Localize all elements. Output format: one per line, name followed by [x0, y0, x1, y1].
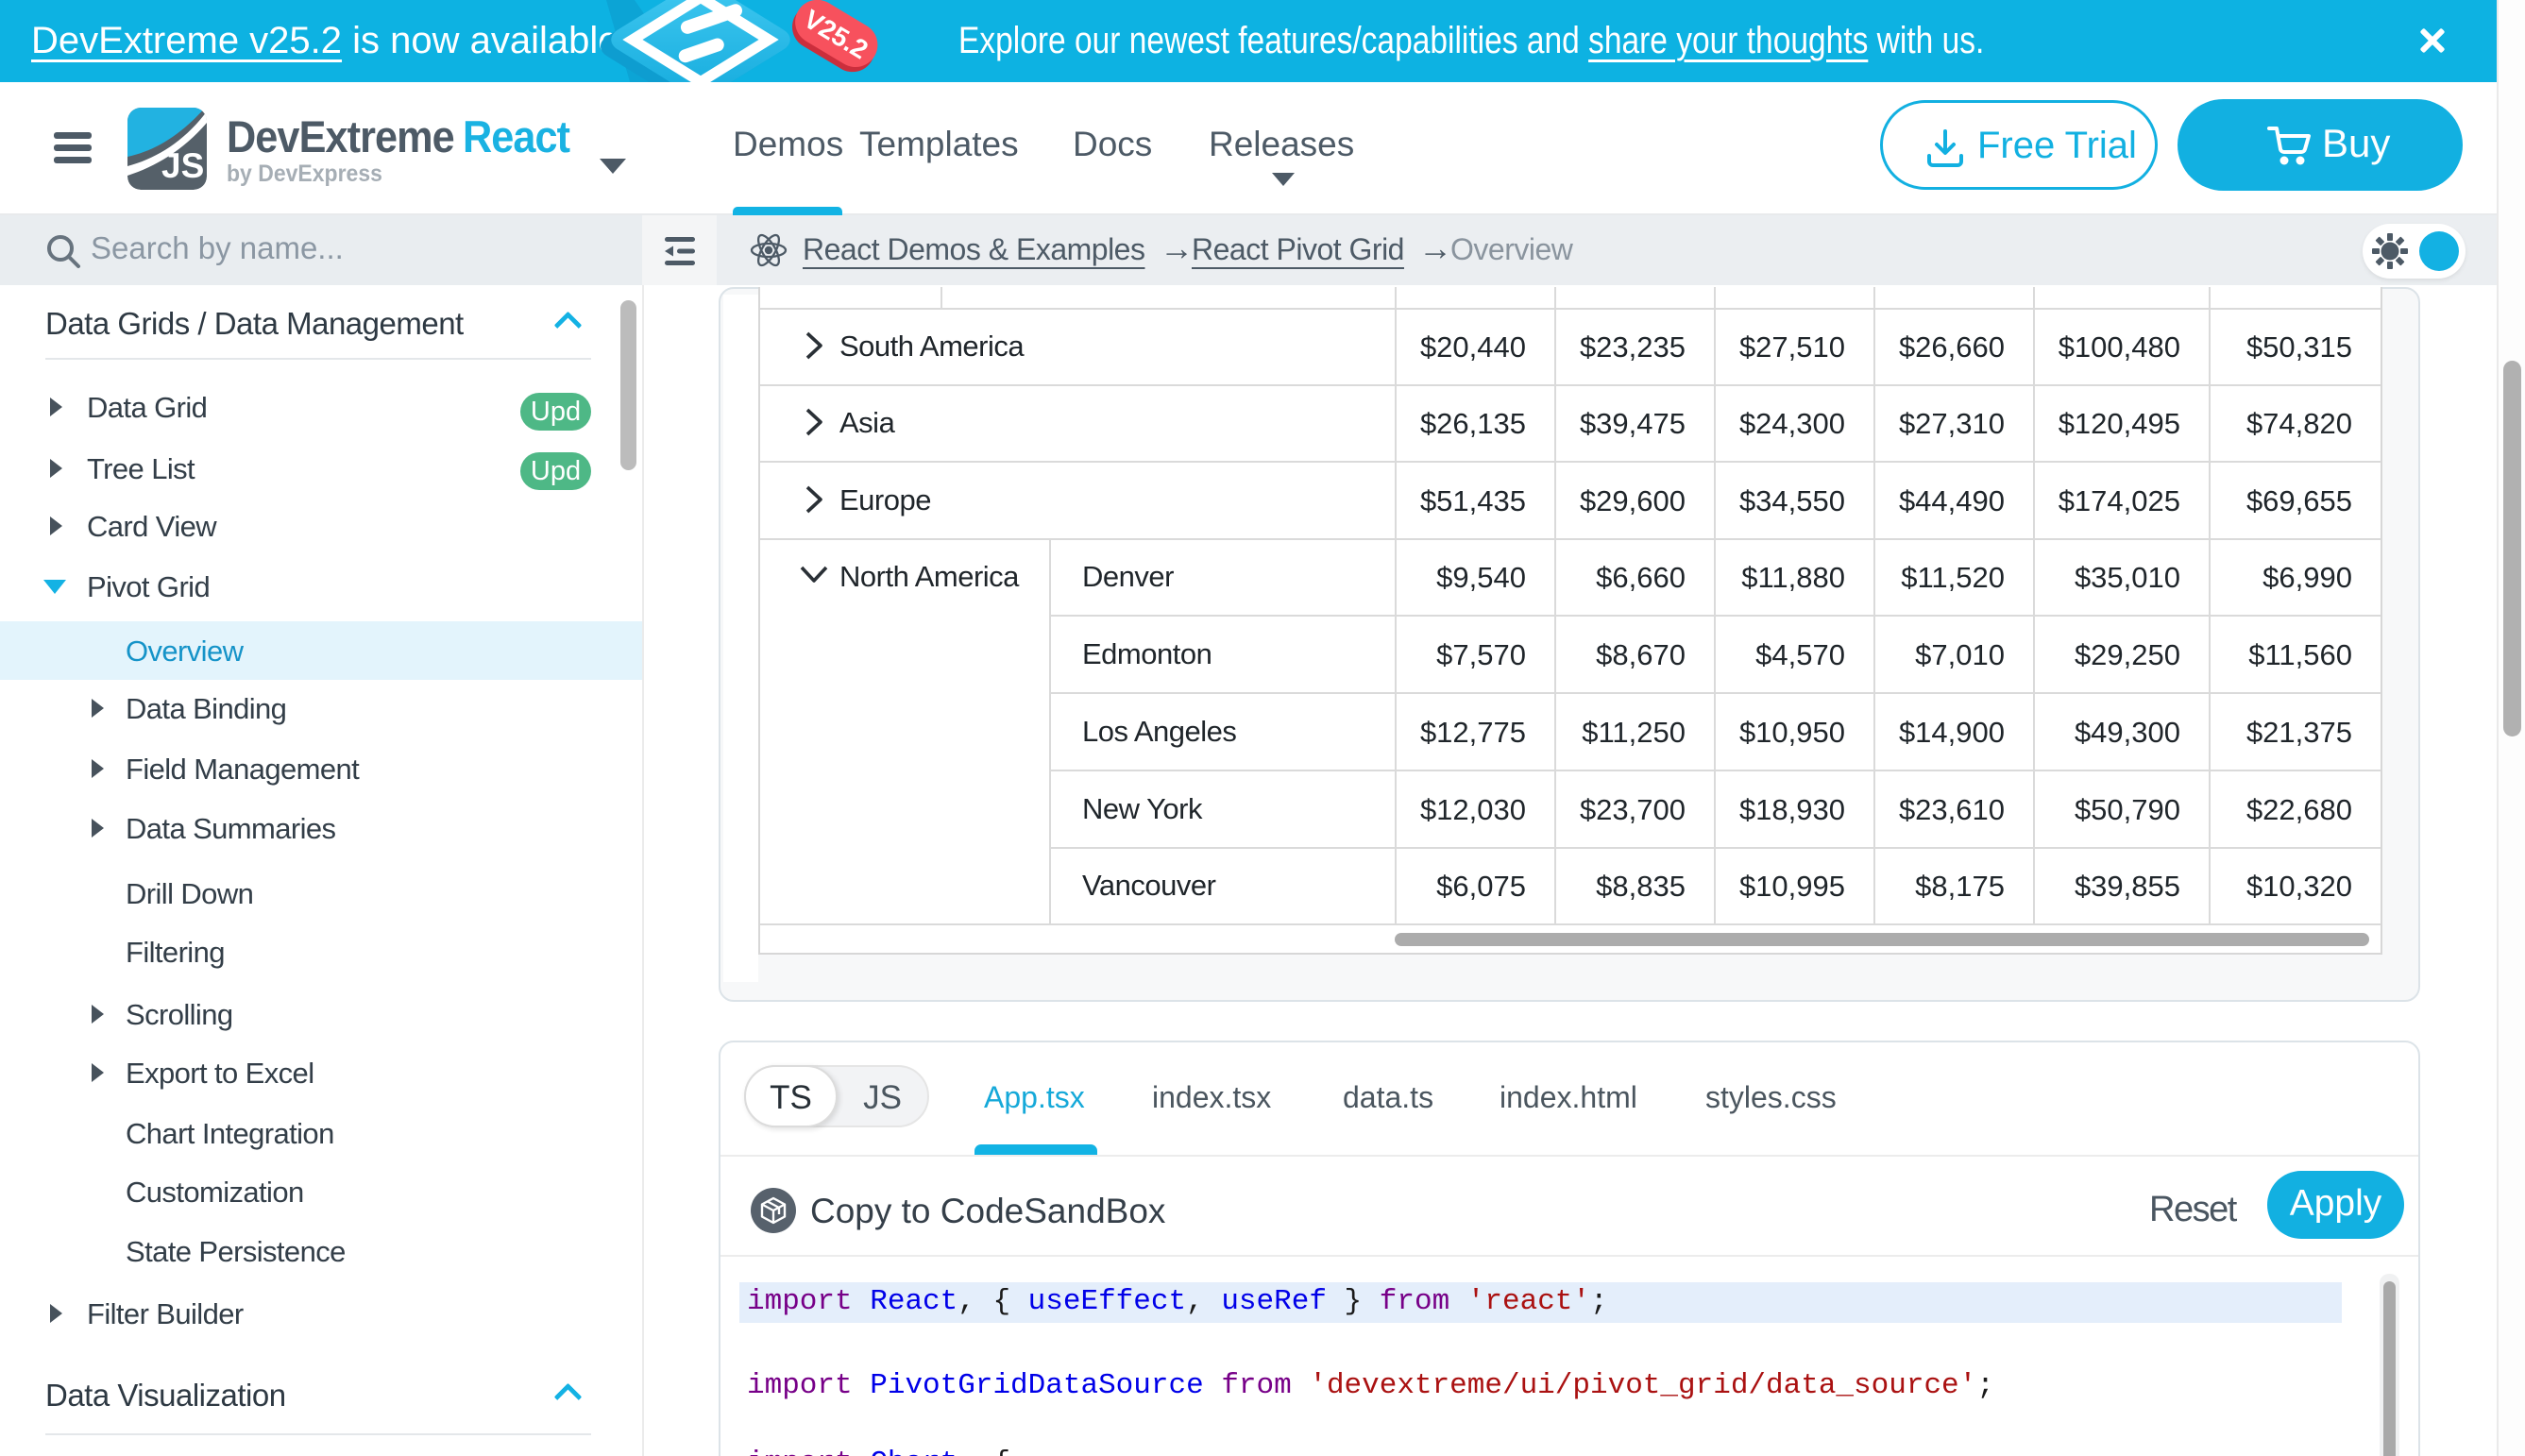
svg-text:JS: JS — [161, 146, 204, 185]
